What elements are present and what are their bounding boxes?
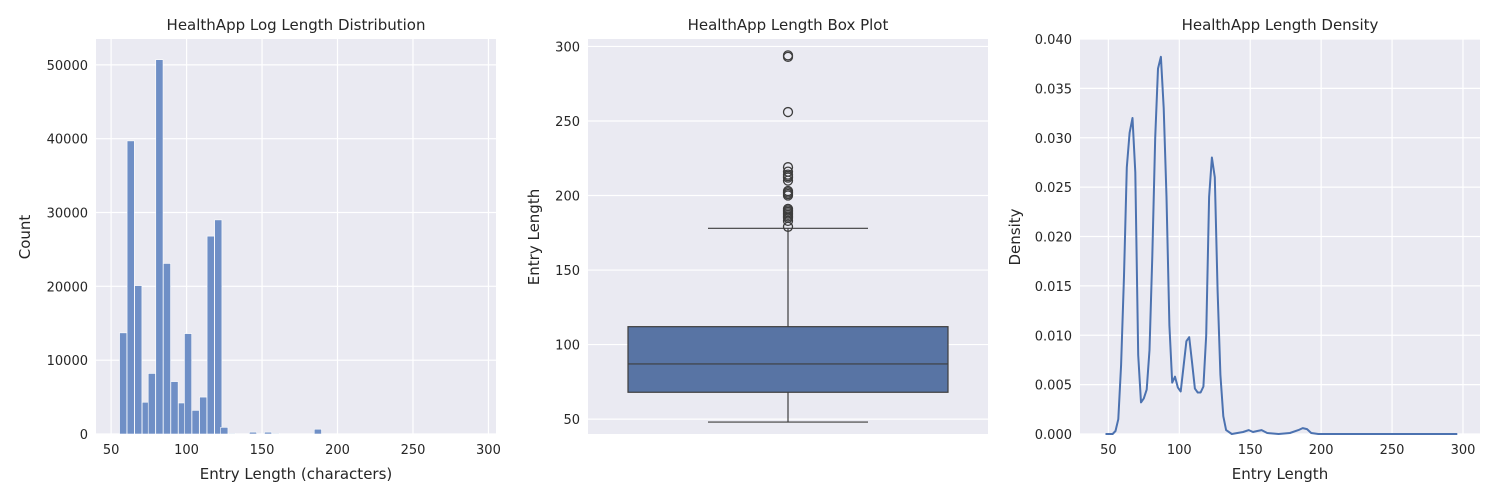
- y-tick-label: 0.015: [1035, 280, 1072, 295]
- plot-area: 0 10000 20000 30000 40000 50000 50 100 150 200 250…: [47, 39, 501, 458]
- y-tick-label: 250: [555, 115, 580, 130]
- x-tick-label: 300: [1451, 443, 1476, 458]
- y-tick-label: 0.030: [1035, 132, 1072, 147]
- histogram-bar: [184, 333, 192, 435]
- density-panel: 0.000 0.005 0.010 0.015 0.020 0.025 0.030 0.035…: [1006, 16, 1480, 483]
- x-tick-label: 50: [103, 443, 120, 458]
- y-tick-label: 20000: [47, 280, 88, 295]
- y-tick-label: 0.010: [1035, 329, 1072, 344]
- plot-area: 0.000 0.005 0.010 0.015 0.020 0.025 0.030 0.035…: [1035, 33, 1480, 458]
- y-tick-label: 50: [563, 413, 580, 428]
- density-y-label: Density: [1006, 208, 1024, 265]
- y-tick-label: 0: [80, 428, 88, 443]
- histogram-bar: [163, 263, 171, 435]
- density-title: HealthApp Length Density: [1182, 16, 1379, 34]
- histogram-bar: [191, 410, 200, 435]
- y-tick-label: 40000: [47, 133, 88, 148]
- boxplot-title: HealthApp Length Box Plot: [688, 16, 889, 34]
- histogram-bar: [206, 235, 215, 435]
- histogram-bar: [147, 373, 156, 435]
- x-tick-label: 300: [476, 443, 501, 458]
- outlier-point: [782, 162, 794, 173]
- outlier-point: [782, 185, 794, 197]
- outlier-point: [782, 203, 794, 215]
- x-tick-label: 100: [1167, 443, 1192, 458]
- histogram-bar: [249, 431, 257, 435]
- boxplot-y-label: Entry Length: [525, 189, 543, 285]
- y-tick-label: 30000: [47, 207, 88, 222]
- histogram-y-label: Count: [16, 215, 34, 260]
- plot-area: 50 100 150 200 250 300: [555, 39, 988, 434]
- y-tick-label: 0.040: [1035, 33, 1072, 48]
- density-x-label: Entry Length: [1232, 465, 1328, 483]
- histogram-bar: [264, 431, 272, 435]
- outlier-point: [782, 169, 794, 180]
- y-tick-label: 150: [555, 264, 580, 279]
- histogram-bar: [220, 427, 229, 435]
- x-tick-label: 100: [174, 443, 199, 458]
- histogram-bar: [119, 332, 128, 435]
- y-tick-label: 50000: [47, 59, 88, 74]
- histogram-bar: [155, 59, 164, 435]
- y-tick-label: 0.025: [1035, 181, 1072, 196]
- x-tick-label: 150: [1238, 443, 1263, 458]
- y-tick-label: 0.005: [1035, 379, 1072, 394]
- y-tick-label: 0.035: [1035, 82, 1072, 97]
- histogram-bar: [214, 219, 223, 435]
- x-tick-label: 150: [250, 443, 275, 458]
- histogram-bar: [199, 396, 208, 435]
- x-tick-label: 200: [325, 443, 350, 458]
- x-tick-label: 250: [401, 443, 426, 458]
- x-tick-label: 50: [1100, 443, 1117, 458]
- y-tick-label: 10000: [47, 354, 88, 369]
- x-tick-label: 250: [1380, 443, 1405, 458]
- y-tick-label: 200: [555, 190, 580, 205]
- y-tick-label: 300: [555, 40, 580, 55]
- histogram-x-label: Entry Length (characters): [200, 465, 393, 483]
- histogram-bar: [170, 381, 179, 435]
- boxplot-panel: 50 100 150 200 250 300 HealthApp Length Box P…: [525, 16, 988, 434]
- histogram-panel: 0 10000 20000 30000 40000 50000 50 100 150 200 250…: [16, 16, 501, 483]
- outlier-point: [782, 166, 794, 177]
- outlier-point: [782, 106, 794, 118]
- histogram-bar: [126, 140, 135, 435]
- histogram-bar: [313, 428, 322, 435]
- y-tick-label: 0.020: [1035, 231, 1072, 246]
- y-tick-label: 100: [555, 339, 580, 354]
- density-line: [1105, 55, 1458, 435]
- histogram-bar: [134, 285, 143, 435]
- x-tick-label: 200: [1309, 443, 1334, 458]
- histogram-bar: [271, 432, 280, 435]
- y-tick-label: 0.000: [1035, 428, 1072, 443]
- box-iqr: [627, 326, 949, 393]
- histogram-bar: [227, 432, 236, 435]
- histogram-title: HealthApp Log Length Distribution: [167, 16, 426, 34]
- outlier-point: [782, 50, 794, 61]
